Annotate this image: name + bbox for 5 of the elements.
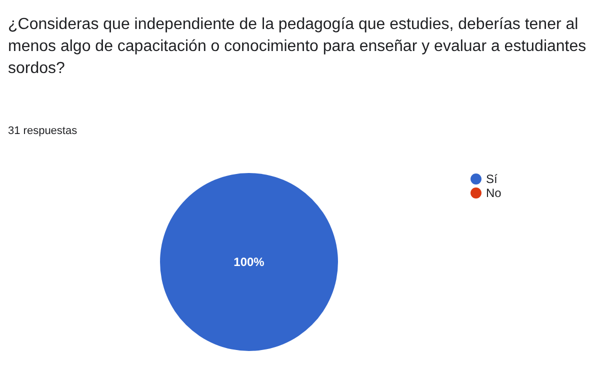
chart-title: ¿Consideras que independiente de la pedagogía que estudies, deberías tener al menos algo de capacitación o conocimiento para enseñar y evaluar a estudiantes sordos? bbox=[8, 16, 586, 77]
text: 31 respuestas bbox=[8, 125, 78, 137]
legend-label: Sí bbox=[486, 172, 498, 186]
data-label: 100% bbox=[234, 255, 265, 269]
legend-label: No bbox=[486, 186, 502, 200]
